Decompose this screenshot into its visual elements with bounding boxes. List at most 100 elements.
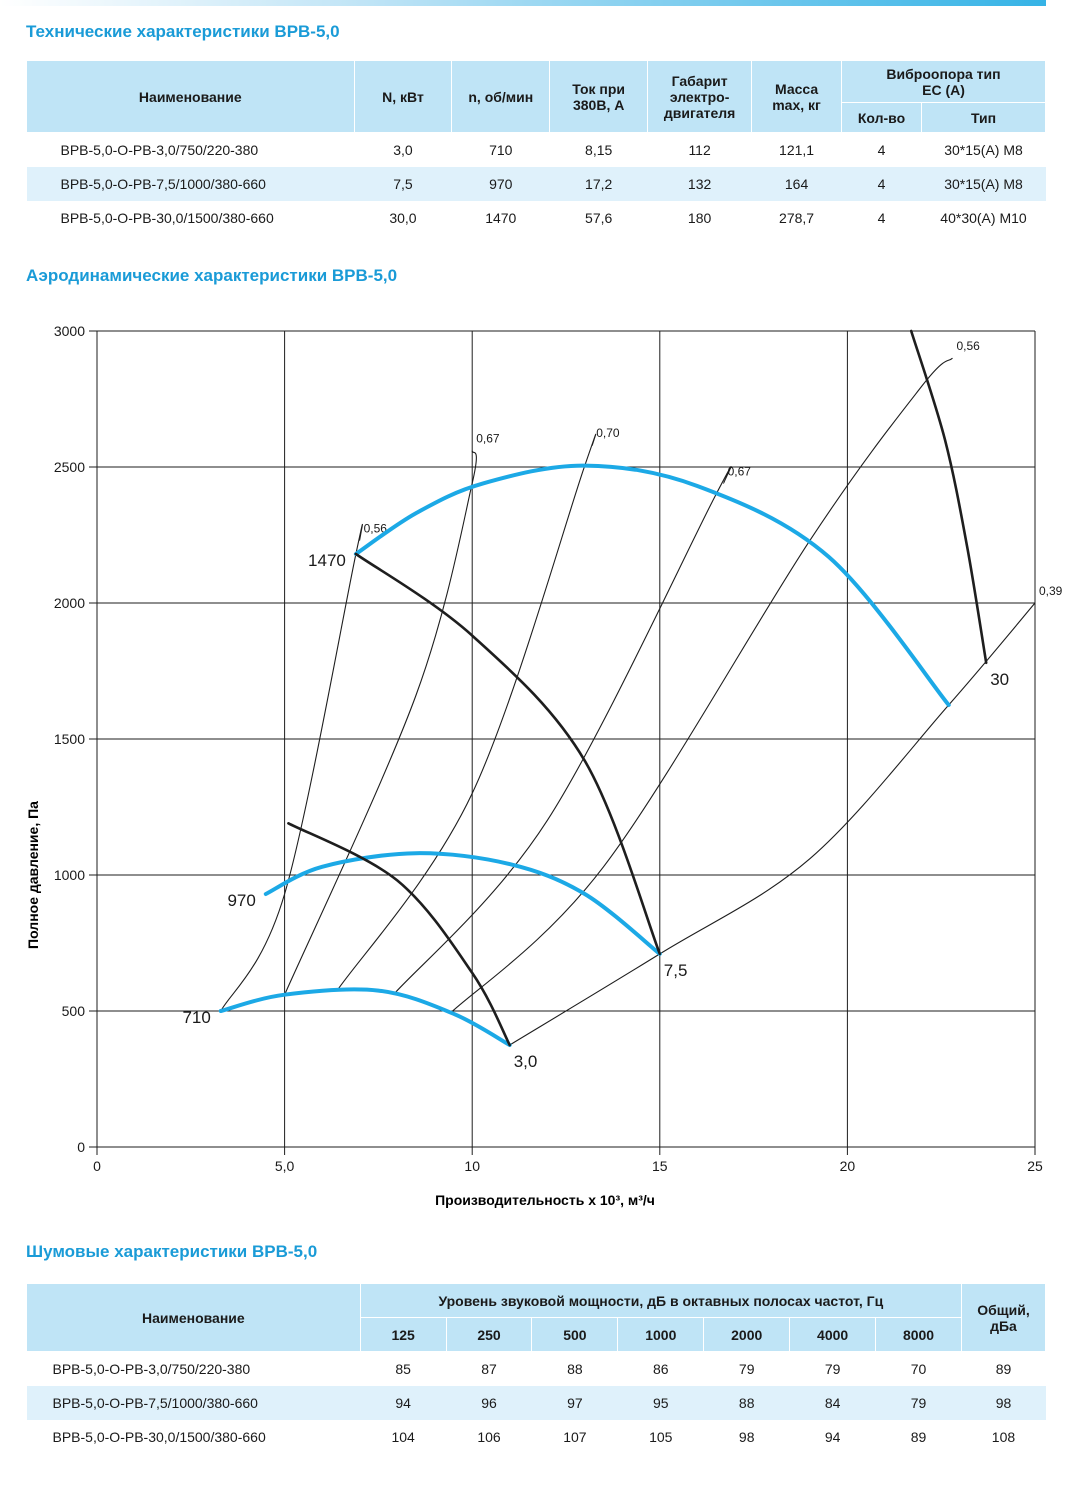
chart-annotations: 1470 970 710 30 7,5 3,0 (182, 551, 1009, 1071)
noise-cell-value: 79 (875, 1386, 962, 1420)
curve-annotation: 1470 (308, 551, 346, 570)
noise-cell-value: 70 (910, 1361, 927, 1377)
fan-curve (218, 987, 512, 1047)
tech-cell-power: 7,5 (354, 167, 452, 201)
efficiency-lines: 0,56 0,67 0,70 0,67 0,56 0,39 (220, 339, 1063, 1046)
tech-cell-rpm: 970 (451, 167, 550, 201)
y-tick-label: 0 (77, 1139, 85, 1155)
x-tick-label: 15 (652, 1158, 668, 1174)
noise-cell-value: 98 (738, 1429, 755, 1445)
tech-cell-type: 30*15(А) М8 (921, 167, 1046, 201)
x-tick-label: 5,0 (275, 1158, 295, 1174)
efficiency-line (220, 523, 363, 1012)
noise-header-freq: 1000 (617, 1317, 705, 1352)
table-row: ВРВ-5,0-О-РВ-30,0/1500/380-660 30,0 1470… (27, 201, 1046, 235)
efficiency-line (509, 602, 1036, 1046)
noise-cell-name: ВРВ-5,0-О-РВ-3,0/750/220-380 (52, 1361, 251, 1377)
tech-cell-mass: 164 (751, 167, 842, 201)
efficiency-line (392, 466, 732, 996)
curve-annotation: 30 (990, 670, 1009, 689)
tech-header-power: N, кВт (353, 60, 453, 133)
tech-cell-mass: 121,1 (779, 142, 815, 158)
noise-header-total: Общий, дБа (960, 1283, 1047, 1352)
noise-header-freq: 8000 (875, 1317, 962, 1352)
tech-cell-current: 17,2 (549, 167, 648, 201)
top-accent-bar (0, 0, 1046, 6)
noise-cell-value: 105 (649, 1429, 673, 1445)
noise-cell-name: ВРВ-5,0-О-РВ-7,5/1000/380-660 (26, 1386, 361, 1420)
aero-chart: 0,560,67 0,700,670,560,39 050010001500200… (25, 323, 1063, 1208)
table-row: ВРВ-5,0-О-РВ-3,0/750/220-380 85 87 88 86… (27, 1352, 1046, 1387)
y-axis-label: Полное давление, Па (25, 801, 41, 949)
tech-header-vibro-type: Тип (921, 102, 1046, 133)
tech-cell-power: 3,0 (393, 142, 413, 158)
tech-cell-count: 4 (877, 210, 886, 226)
axis-ticks: 0 500 1000 1500 2000 2500 3000 0 5,0 10 15 20 25 (54, 323, 1043, 1174)
tech-cell-current: 57,6 (585, 210, 613, 226)
tech-cell-type: 40*30(А) М10 (940, 210, 1027, 226)
efficiency-label: 0,56 (364, 521, 388, 535)
fan-curve (263, 851, 662, 956)
tech-header-mass: Масса max, кг (751, 60, 843, 133)
y-tick-label: 3000 (54, 323, 85, 339)
tech-cell-rpm: 1470 (485, 210, 517, 226)
tech-header-frame: Габарит электро-двигателя (647, 60, 753, 133)
noise-table: Наименование Уровень звуковой мощности, … (26, 1283, 1047, 1454)
tech-cell-name: ВРВ-5,0-О-РВ-30,0/1500/380-660 (60, 210, 274, 226)
table-row: ВРВ-5,0-О-РВ-30,0/1500/380-660 104 106 1… (27, 1420, 1046, 1454)
noise-cell-total: 108 (991, 1429, 1016, 1445)
noise-cell-value: 106 (477, 1429, 501, 1445)
y-tick-label: 2000 (54, 595, 85, 611)
noise-cell-value: 96 (446, 1386, 532, 1420)
noise-cell-value: 88 (703, 1386, 790, 1420)
noise-header-freq: 250 (445, 1317, 533, 1352)
curve-annotation: 970 (227, 891, 255, 910)
power-curve (909, 329, 988, 665)
tech-section-title: Технические характеристики ВРВ-5,0 (26, 22, 340, 41)
noise-cell-value: 89 (910, 1429, 927, 1445)
tech-header-rpm: n, об/мин (451, 60, 551, 133)
tech-cell-name: ВРВ-5,0-О-РВ-7,5/1000/380-660 (26, 167, 355, 201)
noise-cell-value: 87 (481, 1361, 497, 1377)
noise-header-freq: 500 (531, 1317, 619, 1352)
noise-section-title: Шумовые характеристики ВРВ-5,0 (26, 1242, 318, 1261)
efficiency-label: 0,67 (728, 464, 752, 478)
tech-table: Наименование N, кВт n, об/мин Ток при 38… (26, 60, 1046, 235)
table-row: ВРВ-5,0-О-РВ-7,5/1000/380-660 7,5 970 17… (26, 167, 1046, 201)
noise-header-freq: 125 (359, 1317, 447, 1352)
x-axis-label: Производительность х 10³, м³/ч (435, 1192, 655, 1208)
noise-cell-value: 84 (789, 1386, 876, 1420)
tech-cell-mass: 278,7 (779, 210, 815, 226)
tech-header-vibro-count: Кол-во (841, 102, 922, 133)
tech-cell-current: 8,15 (585, 142, 613, 158)
tech-cell-power: 30,0 (389, 210, 417, 226)
noise-header-freq: 4000 (789, 1317, 877, 1352)
noise-cell-value: 79 (824, 1361, 841, 1377)
efficiency-label: 0,67 (476, 432, 500, 446)
x-tick-label: 25 (1027, 1158, 1043, 1174)
tech-header-vibro: Виброопора тип ЕС (А) (841, 60, 1046, 103)
noise-cell-name: ВРВ-5,0-О-РВ-30,0/1500/380-660 (52, 1429, 266, 1445)
curve-annotation: 710 (182, 1008, 210, 1027)
noise-cell-value: 85 (395, 1361, 411, 1377)
noise-header-name: Наименование (26, 1283, 361, 1352)
curve-annotation: 7,5 (664, 961, 688, 980)
noise-header-freq: 2000 (703, 1317, 791, 1352)
efficiency-label: 0,70 (596, 426, 620, 440)
power-curve (287, 822, 511, 1047)
efficiency-label: 0,56 (956, 339, 980, 353)
y-tick-label: 500 (62, 1003, 86, 1019)
y-tick-label: 1000 (54, 867, 85, 883)
x-tick-label: 0 (93, 1158, 101, 1174)
x-tick-label: 20 (840, 1158, 856, 1174)
tech-header-name: Наименование (26, 60, 355, 133)
noise-cell-value: 107 (563, 1429, 587, 1445)
power-curve (354, 552, 662, 956)
table-row: ВРВ-5,0-О-РВ-7,5/1000/380-660 94 96 97 9… (26, 1386, 1046, 1420)
tech-cell-count: 4 (877, 142, 886, 158)
tech-cell-frame: 112 (688, 142, 711, 158)
noise-cell-value: 97 (531, 1386, 618, 1420)
table-row: ВРВ-5,0-О-РВ-3,0/750/220-380 3,0 710 8,1… (27, 133, 1046, 168)
curve-annotation: 3,0 (514, 1052, 538, 1071)
tech-cell-frame: 180 (687, 210, 712, 226)
